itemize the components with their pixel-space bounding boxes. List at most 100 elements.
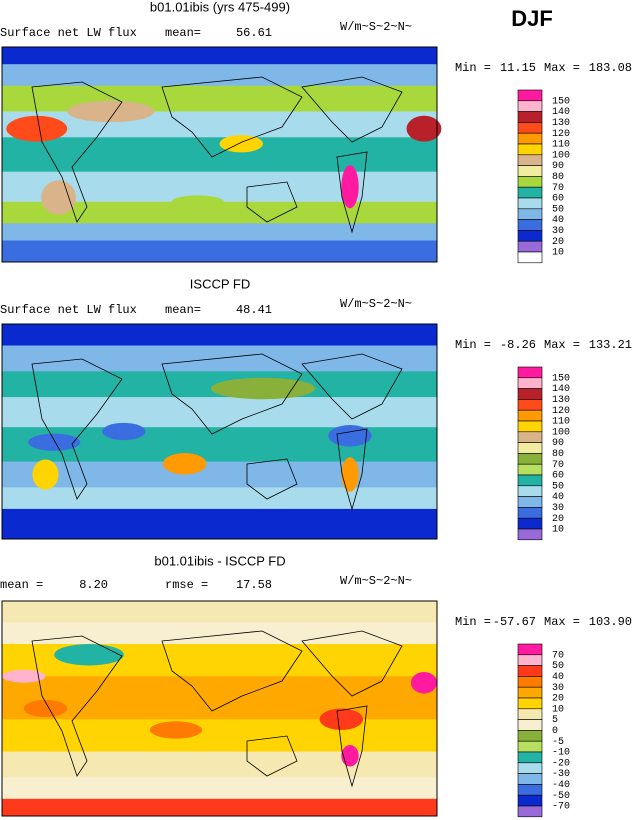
max-value: 183.08: [589, 61, 632, 75]
map-field: [406, 115, 442, 142]
colorbar-swatch: [517, 431, 543, 443]
map-field: [23, 699, 68, 718]
map-field: [2, 111, 437, 138]
map-field: [2, 487, 437, 510]
colorbar-label: 60: [552, 194, 564, 205]
coastline: [31, 353, 403, 511]
colorbar-label: 20: [552, 694, 564, 705]
panel: ISCCP FD Surface net LW flux mean= 48.41 W/m…: [0, 276, 632, 541]
colorbar-swatch: [517, 708, 543, 720]
colorbar-swatch: [517, 697, 543, 710]
map-field: [2, 798, 437, 817]
colorbar-label: 110: [552, 140, 570, 151]
units-label: W/m~S~2~N~: [340, 574, 412, 588]
colorbar-label: 120: [552, 129, 570, 140]
map-field: [2, 64, 437, 87]
coastline: [31, 76, 403, 234]
min-label: Min =: [455, 615, 491, 629]
colorbar-label: -5: [552, 737, 564, 748]
colorbar-label: 150: [552, 96, 570, 107]
panel: b01.01ibis (yrs 475-499) Surface net LW f…: [0, 0, 632, 264]
map-field: [2, 397, 437, 428]
colorbar-swatch: [517, 176, 543, 188]
map-field: [2, 601, 437, 623]
colorbar-swatch: [517, 208, 543, 220]
min-label: Min =: [455, 61, 491, 75]
min-label: Min =: [455, 338, 491, 352]
colorbar-label: 70: [552, 650, 564, 661]
min-value: -57.67: [493, 615, 536, 629]
units-label: W/m~S~2~N~: [340, 20, 412, 34]
colorbar-label: 40: [552, 215, 564, 226]
colorbar-swatch: [517, 154, 543, 166]
map-field: [410, 671, 438, 694]
colorbar-swatch: [517, 399, 543, 411]
colorbar-swatch: [517, 665, 543, 677]
map-field: [32, 459, 59, 490]
mean-label: mean=: [165, 303, 201, 317]
map-field: [210, 377, 316, 400]
colorbar-swatch: [517, 197, 543, 210]
colorbar-swatch: [517, 251, 543, 264]
max-value: 103.90: [589, 615, 632, 629]
colorbar-swatch: [517, 219, 543, 231]
colorbar-swatch: [517, 442, 543, 454]
colorbar-label: 10: [552, 704, 564, 715]
colorbar-swatch: [517, 654, 543, 666]
colorbar-swatch: [517, 240, 543, 253]
colorbar-swatch: [517, 751, 543, 764]
colorbar-swatch: [517, 474, 543, 487]
max-label: Max =: [544, 615, 580, 629]
map-field: [2, 223, 437, 241]
colorbar-swatch: [517, 100, 543, 112]
panel-title: ISCCP FD: [190, 276, 250, 291]
map-frame: [1, 46, 438, 263]
map-field: [2, 676, 437, 720]
colorbar-swatch: [517, 485, 543, 497]
colorbar-label: 60: [552, 471, 564, 482]
min-value: 11.15: [500, 61, 536, 75]
colorbar-label: 140: [552, 384, 570, 395]
colorbar-swatch: [517, 420, 543, 433]
colorbar-swatch: [517, 730, 543, 742]
colorbar-swatch: [517, 719, 543, 731]
colorbar-swatch: [517, 686, 543, 699]
colorbar-swatch: [517, 794, 543, 807]
map-field: [6, 115, 68, 142]
rmse-label: rmse =: [165, 578, 208, 592]
colorbar-label: 70: [552, 460, 564, 471]
map-field: [2, 85, 437, 112]
colorbar-swatch: [517, 366, 543, 379]
colorbar-swatch: [517, 773, 543, 785]
map-field: [102, 422, 146, 441]
colorbar-swatch: [517, 409, 543, 422]
map-field: [28, 433, 81, 451]
map-field: [341, 457, 359, 492]
rmse-value: 17.58: [236, 578, 272, 592]
colorbar-label: 20: [552, 237, 564, 248]
colorbar-swatch: [517, 89, 543, 102]
map-field: [2, 324, 437, 346]
colorbar-swatch: [517, 143, 543, 156]
colorbar-label: 110: [552, 417, 570, 428]
max-label: Max =: [544, 61, 580, 75]
colorbar-swatch: [517, 388, 543, 400]
map-field: [171, 195, 224, 209]
colorbar-label: 50: [552, 661, 564, 672]
colorbar-swatch: [517, 784, 543, 796]
colorbar-swatch: [517, 507, 543, 519]
colorbar-label: 40: [552, 492, 564, 503]
colorbar-label: 50: [552, 481, 564, 492]
colorbar-label: 30: [552, 503, 564, 514]
colorbar-label: 5: [552, 715, 558, 726]
colorbar-swatch: [517, 463, 543, 476]
colorbar-label: 120: [552, 406, 570, 417]
colorbar-label: 130: [552, 395, 570, 406]
colorbar-label: -20: [552, 758, 570, 769]
colorbar-label: 10: [552, 525, 564, 536]
colorbar-swatch: [517, 676, 543, 688]
min-value: -8.26: [500, 338, 536, 352]
mean-label: mean=: [165, 26, 201, 40]
colorbar-label: 0: [552, 726, 558, 737]
